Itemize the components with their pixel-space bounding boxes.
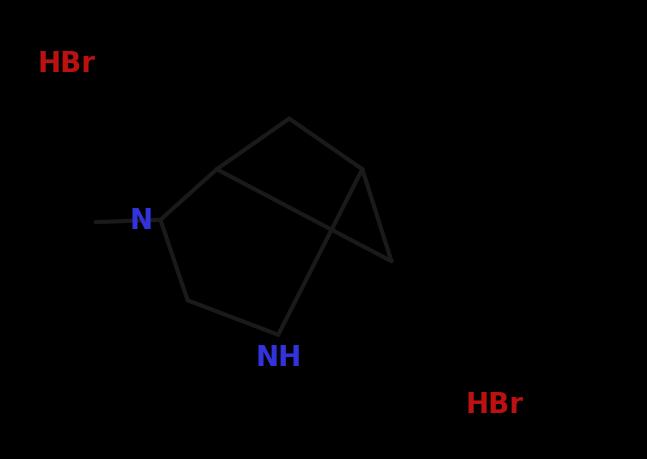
Text: NH: NH xyxy=(255,343,302,371)
Text: HBr: HBr xyxy=(466,390,524,418)
Text: N: N xyxy=(129,207,153,234)
Text: HBr: HBr xyxy=(38,50,96,78)
